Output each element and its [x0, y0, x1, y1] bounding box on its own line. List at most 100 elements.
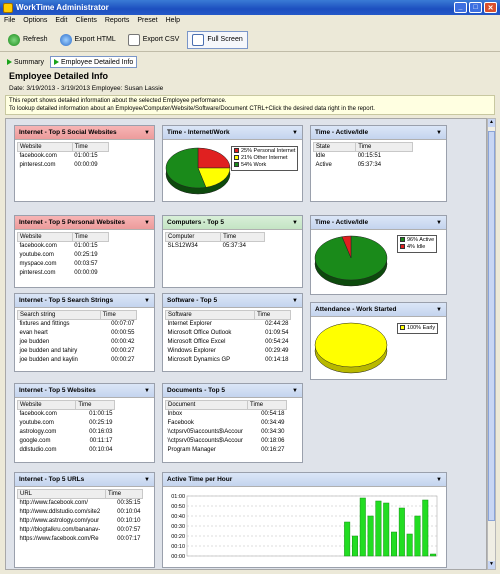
column-header[interactable]: Computer	[164, 232, 222, 242]
table-row[interactable]: evan heart 00:00:55	[18, 329, 137, 338]
chevron-down-icon[interactable]: ▼	[292, 219, 298, 226]
chevron-down-icon[interactable]: ▼	[144, 219, 150, 226]
chevron-down-icon[interactable]: ▼	[436, 219, 442, 226]
export-csv-button[interactable]: Export CSV	[124, 31, 184, 49]
chevron-down-icon[interactable]: ▼	[436, 306, 442, 313]
chevron-down-icon[interactable]: ▼	[144, 297, 150, 304]
toolbar: Refresh Export HTML Export CSV Full Scre…	[0, 28, 500, 52]
table-row[interactable]: Internet Explorer 02:44:28	[166, 320, 291, 329]
table-row[interactable]: facebook.com 01:00:15	[18, 242, 109, 251]
table-row[interactable]: facebook.com 01:00:15	[18, 410, 115, 419]
chevron-down-icon[interactable]: ▼	[292, 387, 298, 394]
table-row[interactable]: Idle 00:15:51	[314, 152, 413, 161]
column-header[interactable]: Time	[71, 142, 110, 152]
scroll-up-icon[interactable]: ▲	[488, 119, 495, 127]
chevron-down-icon[interactable]: ▼	[144, 129, 150, 136]
table-row[interactable]: joe budden 00:00:42	[18, 338, 137, 347]
column-header[interactable]: Time	[247, 400, 287, 410]
table-row[interactable]: youtube.com 00:25:19	[18, 419, 115, 428]
table-row[interactable]: http://blogtalkru.com/bananav- 00:07:57	[18, 526, 143, 535]
table-row[interactable]: pinterest.com 00:00:09	[18, 269, 109, 278]
column-header[interactable]: Time	[355, 142, 413, 152]
export-html-button[interactable]: Export HTML	[56, 31, 120, 49]
column-header[interactable]: Time	[75, 400, 115, 410]
minimize-button[interactable]: _	[454, 2, 467, 13]
cell: pinterest.com	[19, 270, 56, 276]
table-row[interactable]: Facebook 00:34:49	[166, 419, 287, 428]
menu-help[interactable]: Help	[165, 17, 181, 24]
menu-file[interactable]: File	[4, 17, 16, 24]
panel-title: Active Time per Hour	[167, 476, 233, 483]
table-row[interactable]: ddlstudio.com 00:10:04	[18, 446, 115, 455]
menu-edit[interactable]: Edit	[55, 17, 68, 24]
column-header[interactable]: State	[312, 142, 357, 152]
table-row[interactable]: Windows Explorer 00:29:49	[166, 347, 291, 356]
cell: Facebook	[167, 420, 194, 426]
column-header[interactable]: Document	[165, 400, 248, 410]
chevron-down-icon[interactable]: ▼	[436, 476, 442, 483]
table-row[interactable]: Program Manager 00:16:27	[166, 446, 287, 455]
column-header[interactable]: Software	[164, 310, 256, 320]
column-header[interactable]: Website	[16, 400, 77, 410]
maximize-button[interactable]: □	[469, 2, 482, 13]
tab-summary[interactable]: Summary	[4, 56, 47, 68]
scroll-thumb[interactable]	[488, 131, 495, 521]
column-header[interactable]: URL	[17, 489, 106, 499]
full-screen-button[interactable]: Full Screen	[187, 30, 248, 49]
data-table: Website Time facebook.com 01:00:15 youtube…	[17, 232, 110, 278]
pie-legend: 100% Early	[397, 323, 439, 334]
menu-preset[interactable]: Preset	[137, 17, 158, 24]
scroll-down-icon[interactable]: ▼	[488, 561, 495, 569]
table-row[interactable]: http://www.facebook.com/00:35:15	[18, 499, 143, 508]
cell: youtube.com	[19, 252, 54, 258]
table-row[interactable]: Active 05:37:34	[314, 161, 413, 170]
table-row[interactable]: \\ctpsrv05\accounts$\Accour 00:18:06	[166, 437, 287, 446]
table-row[interactable]: http://www.astrology.com/your 00:10:10	[18, 517, 143, 526]
chevron-down-icon[interactable]: ▼	[292, 129, 298, 136]
vertical-scrollbar[interactable]: ▲ ▼	[487, 118, 496, 570]
table-row[interactable]: fixtures and fittings 00:07:07	[18, 320, 137, 329]
table-row[interactable]: facebook.com 01:00:15	[18, 152, 109, 161]
cell: 00:25:19	[89, 420, 113, 426]
column-header[interactable]: Search string	[17, 310, 101, 320]
table-row[interactable]: \\ctpsrv05\accounts$\Accour 00:34:30	[166, 428, 287, 437]
column-header[interactable]: Time	[71, 232, 110, 242]
menu-reports[interactable]: Reports	[104, 17, 130, 24]
menu-clients[interactable]: Clients	[75, 17, 97, 24]
column-header[interactable]: Time	[254, 310, 291, 320]
table-row[interactable]: astrology.com 00:16:03	[18, 428, 115, 437]
chevron-down-icon[interactable]: ▼	[144, 476, 150, 483]
cell: 00:00:27	[111, 357, 135, 363]
table-row[interactable]: SLS12W34 05:37:34	[166, 242, 265, 251]
table-row[interactable]: joe budden and tahiry 00:00:27	[18, 347, 137, 356]
table-row[interactable]: Microsoft Office Excel 00:54:24	[166, 338, 291, 347]
chevron-down-icon[interactable]: ▼	[436, 129, 442, 136]
column-header[interactable]: Time	[220, 232, 265, 242]
panel-title: Computers - Top 5	[167, 219, 224, 226]
pie-slice	[165, 147, 207, 189]
refresh-button[interactable]: Refresh	[4, 31, 52, 49]
chevron-down-icon[interactable]: ▼	[144, 387, 150, 394]
table-row[interactable]: pinterest.com 00:00:09	[18, 161, 109, 170]
table-row[interactable]: Inbox 00:54:18	[166, 410, 287, 419]
cell: Inbox	[167, 411, 183, 418]
column-header[interactable]: Website	[17, 232, 73, 242]
table-row[interactable]: joe budden and kaylin 00:00:27	[18, 356, 137, 365]
column-header[interactable]: Time	[105, 489, 143, 499]
menu-options[interactable]: Options	[23, 17, 48, 24]
pie-chart	[314, 235, 388, 287]
column-header[interactable]: Time	[99, 310, 138, 320]
table-row[interactable]: Microsoft Office Outlook 01:09:54	[166, 329, 291, 338]
table-row[interactable]: myspace.com 00:03:57	[18, 260, 109, 269]
cell: 00:54:24	[265, 339, 289, 345]
table-row[interactable]: google.com 00:11:17	[18, 437, 115, 446]
close-button[interactable]: ✕	[484, 2, 497, 13]
table-row[interactable]: Microsoft Dynamics GP 00:14:18	[166, 356, 291, 365]
y-tick-label: 00:10	[171, 544, 185, 550]
table-row[interactable]: http://www.ddlstudio.com/site2 00:10:04	[18, 508, 143, 517]
table-row[interactable]: youtube.com 00:25:19	[18, 251, 109, 260]
chevron-down-icon[interactable]: ▼	[292, 297, 298, 304]
column-header[interactable]: Website	[17, 142, 73, 152]
table-row[interactable]: https://www.facebook.com/Re 00:07:17	[18, 535, 143, 544]
tab-employee-detailed[interactable]: Employee Detailed Info	[49, 56, 138, 68]
